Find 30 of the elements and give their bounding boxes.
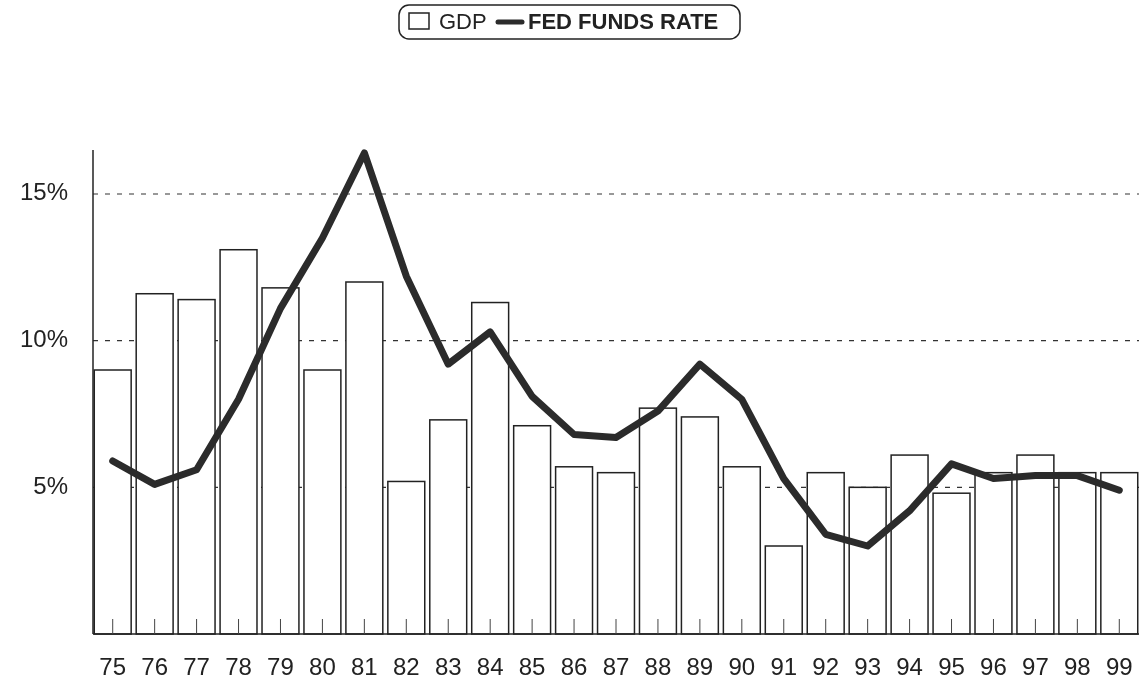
x-tick-label: 94 xyxy=(896,653,923,680)
x-tick-label: 97 xyxy=(1022,653,1049,680)
x-tick-label: 79 xyxy=(267,653,294,680)
x-tick-label: 86 xyxy=(560,653,588,680)
x-tick-label: 96 xyxy=(980,653,1007,680)
x-tick-label: 92 xyxy=(812,653,840,680)
x-tick-label: 78 xyxy=(225,653,252,680)
y-tick-label: 5% xyxy=(33,471,68,499)
x-tick-label: 77 xyxy=(183,653,210,680)
x-tick-label: 99 xyxy=(1105,653,1133,680)
x-tick-label: 84 xyxy=(476,653,504,680)
x-tick-label: 98 xyxy=(1064,653,1091,680)
x-tick-label: 87 xyxy=(602,653,630,680)
legend-label: FED FUNDS RATE xyxy=(528,8,719,34)
x-tick-label: 76 xyxy=(141,653,168,680)
x-tick-label: 83 xyxy=(434,653,462,680)
x-tick-label: 81 xyxy=(351,653,378,680)
x-tick-label: 93 xyxy=(854,653,881,680)
x-tick-label: 85 xyxy=(518,653,546,680)
x-tick-label: 80 xyxy=(309,653,336,680)
x-tick-label: 90 xyxy=(728,653,756,680)
x-tick-label: 89 xyxy=(686,653,714,680)
x-tick-label: 95 xyxy=(938,653,965,680)
x-tick-label: 91 xyxy=(770,653,798,680)
x-tick-label: 75 xyxy=(99,653,127,680)
y-tick-label: 15% xyxy=(19,178,68,206)
legend-label: GDP xyxy=(439,8,487,34)
x-tick-label: 88 xyxy=(644,653,672,680)
x-tick-label: 82 xyxy=(392,653,420,680)
y-tick-label: 10% xyxy=(19,325,68,353)
